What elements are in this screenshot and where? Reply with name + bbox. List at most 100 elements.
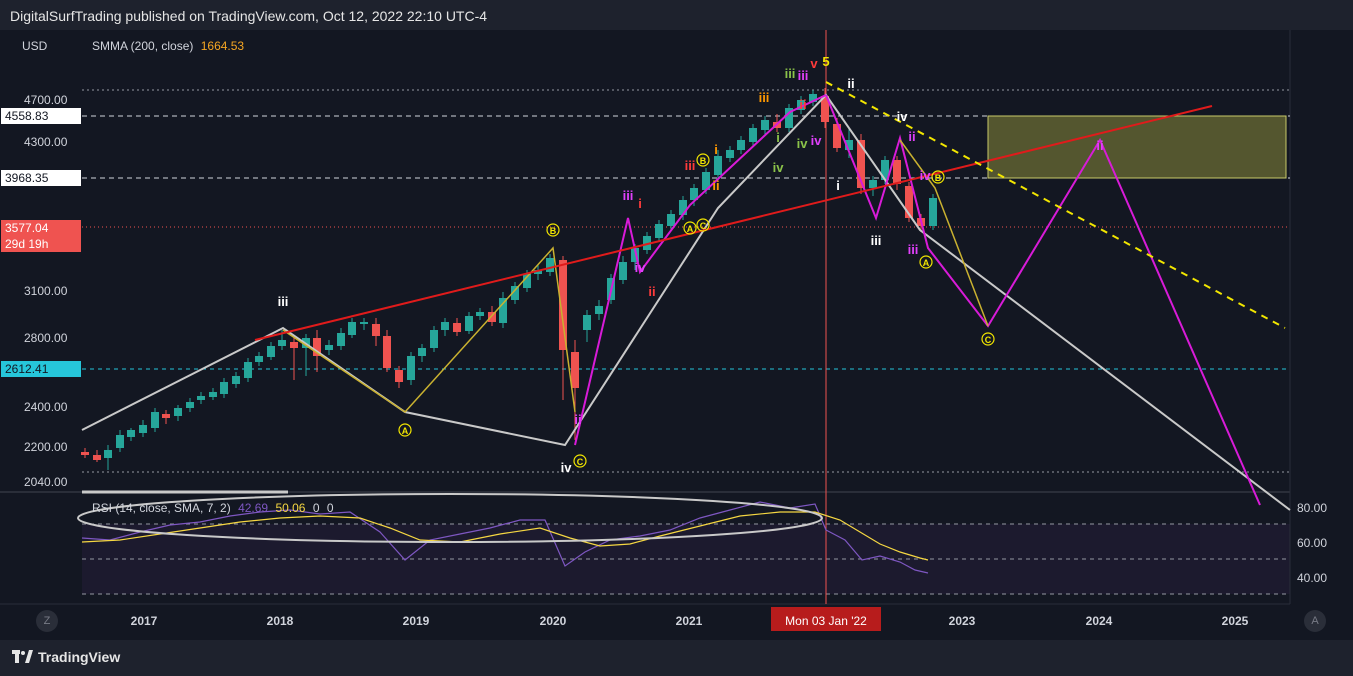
magenta-impulse-path[interactable]: [574, 94, 827, 446]
wave-label-text: ii: [847, 76, 854, 91]
wave-label-text: iii: [623, 188, 634, 203]
wave-label-iii-2020[interactable]: iii: [623, 188, 634, 203]
rsi-legend[interactable]: RSI (14, close, SMA, 7, 2) 42.69 50.06 0…: [92, 501, 334, 515]
candle-body: [595, 306, 603, 314]
wave-label-circle: [683, 221, 697, 235]
wave-label-i-2021[interactable]: i: [714, 142, 718, 157]
candle-body: [418, 348, 426, 356]
candle-body: [407, 356, 415, 380]
wave-label-ii-2024[interactable]: ii: [1096, 138, 1103, 153]
price-axis-2200: 2200.00: [24, 440, 68, 454]
price-axis-2040: 2040.00: [24, 475, 68, 489]
wave-label-circle: [931, 170, 945, 184]
target-zone-box[interactable]: [987, 115, 1287, 179]
wave-label-circle: [696, 153, 710, 167]
candle: [534, 265, 542, 280]
wave-label-B-2022[interactable]: B: [931, 170, 945, 184]
yellow-wave-path[interactable]: [282, 246, 576, 413]
time-label-2025: 2025: [1222, 614, 1249, 628]
candle-body: [571, 352, 579, 388]
wave-label-ii-2020b[interactable]: ii: [648, 284, 655, 299]
wave-label-A-2022[interactable]: A: [919, 255, 933, 269]
wave-label-iii-2021b[interactable]: iii: [759, 90, 770, 105]
wave-label-iv-2021[interactable]: iv: [773, 160, 785, 175]
rsi-ellipse-drawing[interactable]: [77, 493, 823, 543]
magenta-projection-path[interactable]: [825, 94, 1261, 506]
wave-label-iii-top[interactable]: iii: [785, 66, 796, 81]
right-corner-button[interactable]: A: [1304, 610, 1326, 632]
wave-label-text: B: [700, 156, 707, 166]
wave-label-circle: [546, 223, 560, 237]
white-wave-path[interactable]: [81, 93, 1291, 511]
time-label-2017: 2017: [131, 614, 158, 628]
candle-body: [325, 345, 333, 350]
candle-body: [162, 414, 170, 418]
left-corner-button[interactable]: Z: [36, 610, 58, 632]
candle: [667, 210, 675, 230]
price-axis-4300: 4300.00: [24, 135, 68, 149]
wave-label-ii-2022b[interactable]: ii: [799, 97, 806, 112]
crosshair-date-bg: [771, 607, 881, 631]
wave-label-iii-2018[interactable]: iii: [278, 294, 289, 309]
rsi-legend-name: RSI (14, close, SMA, 7, 2): [92, 501, 231, 515]
candle: [857, 134, 865, 194]
wave-label-iv-2020[interactable]: iv: [561, 460, 573, 475]
wave-label-B-2019[interactable]: B: [546, 223, 560, 237]
candle-body: [583, 315, 591, 330]
wave-label-A-2018[interactable]: A: [398, 423, 412, 437]
wave-label-text: C: [700, 221, 707, 231]
wave-label-iv-2020b[interactable]: iv: [635, 260, 647, 275]
yellow-abc-path[interactable]: [899, 139, 989, 327]
candle-body: [857, 140, 865, 188]
tag-upper-box: 4558.83: [1, 108, 81, 124]
tag-lower-box: 3968.35: [1, 170, 81, 186]
smma-legend[interactable]: SMMA (200, close) 1664.53: [92, 39, 244, 53]
wave-label-iv-2022[interactable]: iv: [897, 109, 909, 124]
wave-label-i-2022[interactable]: i: [836, 178, 840, 193]
wave-label-C-2020[interactable]: C: [573, 454, 587, 468]
candle-body: [313, 338, 321, 356]
candle: [127, 428, 135, 441]
wave-label-ii-top[interactable]: ii: [847, 76, 854, 91]
candle: [499, 292, 507, 328]
candle: [383, 330, 391, 372]
candle-body: [881, 160, 889, 180]
candle: [395, 366, 403, 388]
wave-label-A-2021[interactable]: A: [683, 221, 697, 235]
wave-label-ii-2020[interactable]: ii: [574, 412, 581, 427]
yellow-dashed-trendline[interactable]: [825, 81, 1286, 329]
wave-label-text: iv: [797, 136, 809, 151]
wave-label-iii-2021[interactable]: iii: [685, 158, 696, 173]
candle-body: [655, 224, 663, 238]
candle-body: [785, 108, 793, 128]
rsi-sma-line: [81, 511, 929, 561]
candle: [197, 392, 205, 404]
wave-label-ii-2022[interactable]: ii: [908, 129, 915, 144]
red-trendline[interactable]: [254, 105, 1213, 341]
wave-label-B-2021[interactable]: B: [696, 153, 710, 167]
wave-label-iii-2022b[interactable]: iii: [908, 242, 919, 257]
candle: [255, 352, 263, 366]
wave-label-v-top[interactable]: v: [810, 56, 818, 71]
wave-label-iv-top2[interactable]: iv: [811, 133, 823, 148]
candle: [571, 340, 579, 440]
wave-label-iii-top2[interactable]: iii: [798, 68, 809, 83]
wave-label-iv-top[interactable]: iv: [797, 136, 809, 151]
wave-label-text: iii: [908, 242, 919, 257]
candle: [151, 408, 159, 432]
tradingview-logo[interactable]: TradingView: [12, 649, 120, 665]
wave-label-five-top[interactable]: 5: [822, 54, 829, 69]
wave-label-C-2021[interactable]: C: [696, 218, 710, 232]
wave-label-iv-2022b[interactable]: iv: [920, 168, 932, 183]
wave-label-C-2023[interactable]: C: [981, 332, 995, 346]
wave-label-i-2021b[interactable]: i: [776, 130, 780, 145]
wave-label-i-2020[interactable]: i: [638, 196, 642, 211]
wave-label-iii-2022[interactable]: iii: [871, 233, 882, 248]
wave-label-ii-2021[interactable]: ii: [712, 178, 719, 193]
wave-label-text: ii: [648, 284, 655, 299]
tag-smma-level: 2612.41: [1, 361, 81, 377]
candle-body: [821, 96, 829, 122]
